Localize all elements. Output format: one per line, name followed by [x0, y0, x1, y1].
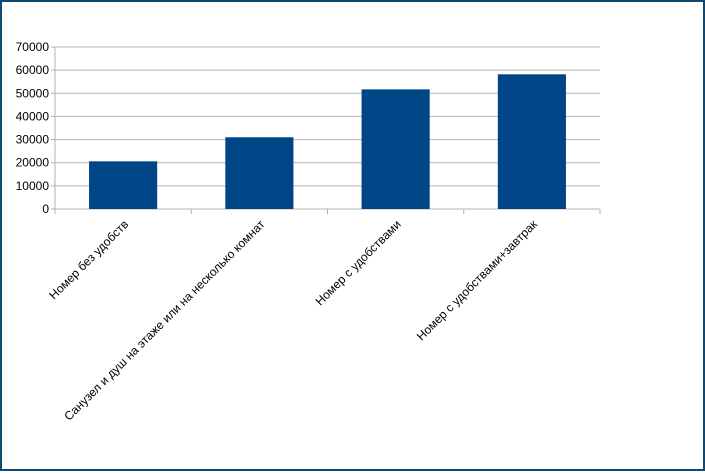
chart: 0 10000 20000 30000 40000 50000 60000 70000 Номе… [16, 40, 601, 423]
x-tick-label: Номер без удобств [46, 217, 131, 302]
bar [225, 137, 294, 209]
y-tick-label: 40000 [16, 109, 50, 123]
x-tick-label: Номер с удобствами [313, 217, 404, 308]
y-tick-label: 0 [42, 202, 49, 216]
y-tick-label: 70000 [16, 40, 50, 54]
y-tick-label: 60000 [16, 63, 50, 77]
bar [361, 89, 430, 209]
y-tick-label: 50000 [16, 86, 50, 100]
x-tick-label: Номер с удобствами+завтрак [414, 217, 541, 344]
y-tick-label: 30000 [16, 133, 50, 147]
y-tick-label: 20000 [16, 156, 50, 170]
bar [89, 161, 158, 209]
bar [497, 74, 566, 210]
y-tick-label: 10000 [16, 179, 50, 193]
